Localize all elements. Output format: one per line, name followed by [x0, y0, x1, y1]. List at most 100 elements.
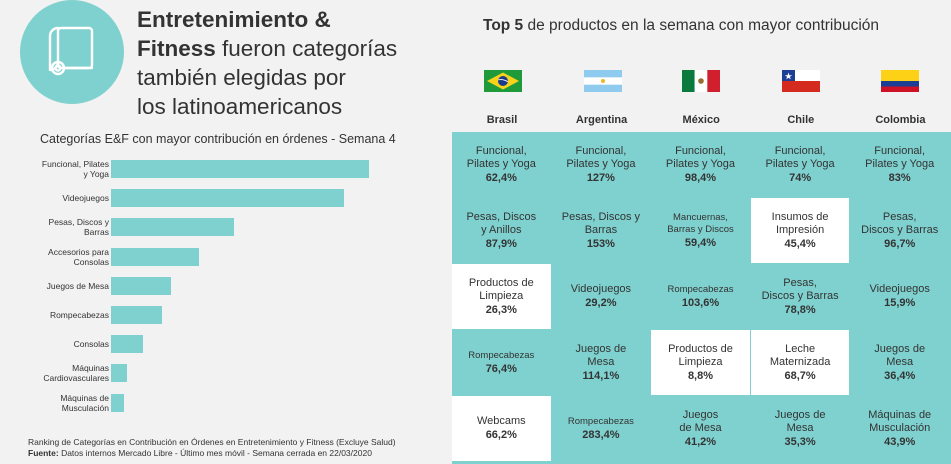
top-products-grid: Funcional, Pilates y Yoga 62,4% Funcional, P…: [452, 132, 951, 464]
bar-label-line: Pesas, Discos y: [48, 217, 109, 228]
product-percentage: 66,2%: [485, 429, 517, 441]
bar: [111, 189, 345, 208]
bar-label: Rompecabezas: [50, 310, 109, 320]
bar-label: Funcional, Pilates y Yoga: [42, 159, 109, 179]
footnote: Ranking de Categorías en Contribución en…: [28, 437, 396, 458]
product-name: Máquinas de Musculación: [868, 408, 932, 434]
product-cell: Productos de Limpieza 26,3%: [452, 264, 551, 329]
bar: [111, 335, 143, 354]
table-title-rest: de productos en la semana con mayor cont…: [523, 17, 880, 34]
bar-label-line: Máquinas: [72, 363, 109, 374]
product-cell: Productos de Limpieza 8,8%: [651, 330, 750, 395]
bar-label-line: Consolas: [73, 339, 109, 350]
headline-rest-1: fueron categorías: [215, 36, 398, 61]
country-header: Argentina: [575, 114, 628, 126]
product-percentage: 127%: [586, 171, 615, 184]
chile-flag-icon: [782, 70, 820, 92]
product-percentage: 8,8%: [687, 369, 714, 382]
footnote-source-label: Fuente:: [28, 447, 59, 458]
product-name: Funcional, Pilates y Yoga: [466, 144, 536, 170]
product-name: Rompecabezas: [468, 349, 535, 361]
product-cell: Insumos de Impresión 45,4%: [750, 198, 850, 263]
footnote-source-text: Datos internos Mercado Libre - Último me…: [58, 447, 372, 458]
product-cell: Juegos de Mesa 114,1%: [552, 330, 651, 395]
product-cell: Juegos de Mesa 41,2%: [651, 396, 750, 461]
product-cell: Rompecabezas 76,4%: [452, 330, 551, 395]
product-cell: Funcional, Pilates y Yoga 62,4%: [452, 132, 551, 197]
category-badge: [20, 0, 124, 104]
product-name: Videojuegos: [869, 283, 930, 295]
product-name: Videojuegos: [570, 283, 632, 295]
bar-label-line: y Yoga: [83, 169, 109, 179]
headline-bold-1: Entretenimiento &: [137, 7, 331, 32]
brazil-flag-icon: [484, 70, 522, 92]
bar-label: Máquinas Cardiovasculares: [43, 363, 109, 383]
table-title: Top 5 de productos en la semana con mayo…: [483, 17, 879, 35]
product-name: Rompecabezas: [567, 415, 634, 427]
bar-label-line: Musculación: [61, 402, 109, 413]
bar-label-line: Rompecabezas: [49, 310, 109, 320]
product-name: Juegos de Mesa: [874, 342, 926, 368]
bar: [111, 393, 125, 412]
product-percentage: 283,4%: [582, 428, 620, 441]
bar-label: Máquinas de Musculación: [60, 393, 109, 413]
product-percentage: 83%: [888, 171, 911, 184]
headline-line-3: también elegidas por: [137, 65, 346, 90]
product-name: Juegos de Mesa: [774, 408, 826, 434]
product-name: Funcional, Pilates y Yoga: [566, 144, 636, 170]
product-cell: Juegos de Mesa 36,4%: [850, 330, 949, 395]
product-name: Insumos de Impresión: [771, 210, 829, 236]
chart-title: Categorías E&F con mayor contribución en…: [40, 132, 396, 146]
bar-label-line: Funcional, Pilates: [41, 159, 109, 169]
product-name: Pesas, Discos y Barras: [761, 276, 839, 302]
product-percentage: 36,4%: [884, 369, 916, 382]
bar: [111, 160, 369, 178]
headline: Entretenimiento & Fitness fueron categor…: [137, 5, 427, 121]
product-cell: Funcional, Pilates y Yoga 74%: [751, 132, 850, 197]
product-percentage: 76,4%: [485, 362, 517, 375]
product-percentage: 26,3%: [485, 303, 517, 316]
product-name: Juegos de Mesa: [679, 408, 722, 434]
product-cell: Funcional, Pilates y Yoga 127%: [552, 132, 651, 197]
product-percentage: 45,4%: [784, 237, 816, 250]
country-header: Chile: [787, 114, 815, 126]
product-name: Funcional, Pilates y Yoga: [765, 144, 835, 170]
product-cell: Rompecabezas 103,6%: [651, 264, 750, 329]
bar: [111, 306, 162, 324]
product-cell: Pesas, Discos y Barras 153%: [552, 198, 651, 263]
product-percentage: 35,3%: [784, 435, 816, 448]
product-percentage: 74%: [789, 171, 812, 184]
bar-label-line: Accesorios para: [48, 246, 109, 257]
product-cell: Rompecabezas 283,4%: [552, 396, 651, 461]
country-header: México: [682, 114, 720, 126]
product-name: Productos de Limpieza: [468, 276, 534, 302]
product-cell: Webcams 66,2%: [452, 396, 551, 461]
bar: [111, 247, 200, 266]
product-cell: Leche Maternizada 68,7%: [750, 330, 850, 395]
bar-label: Videojuegos: [62, 193, 109, 203]
product-name: Pesas, Discos y Barras: [561, 210, 641, 236]
bar-label: Accesorios para Consolas: [48, 247, 109, 267]
bar-label-line: Consolas: [73, 256, 109, 267]
product-percentage: 41,2%: [684, 435, 717, 448]
product-cell: Videojuegos 15,9%: [850, 264, 949, 329]
product-name: Mancuernas, Barras y Discos: [667, 211, 734, 235]
product-percentage: 29,2%: [585, 297, 617, 309]
product-percentage: 103,6%: [681, 296, 720, 309]
country-header: Colombia: [875, 114, 926, 126]
bar-label-line: Barras: [83, 227, 109, 238]
product-cell: Juegos de Mesa 35,3%: [751, 396, 850, 461]
bar: [111, 276, 172, 295]
product-cell: Máquinas de Musculación 43,9%: [850, 396, 949, 461]
product-cell: Videojuegos 29,2%: [552, 264, 651, 329]
product-name: Rompecabezas: [667, 283, 734, 295]
product-name: Pesas, Discos y Anillos: [466, 210, 537, 236]
footnote-ranking: Ranking de Categorías en Contribución en…: [28, 437, 396, 447]
product-cell: Pesas, Discos y Barras 78,8%: [751, 264, 850, 329]
product-percentage: 78,8%: [784, 303, 816, 316]
product-name: Pesas, Discos y Barras: [861, 210, 939, 236]
bar-label: Pesas, Discos y Barras: [49, 217, 109, 237]
product-percentage: 43,9%: [884, 435, 916, 448]
argentina-flag-icon: [584, 70, 622, 92]
colombia-flag-icon: [881, 70, 919, 92]
